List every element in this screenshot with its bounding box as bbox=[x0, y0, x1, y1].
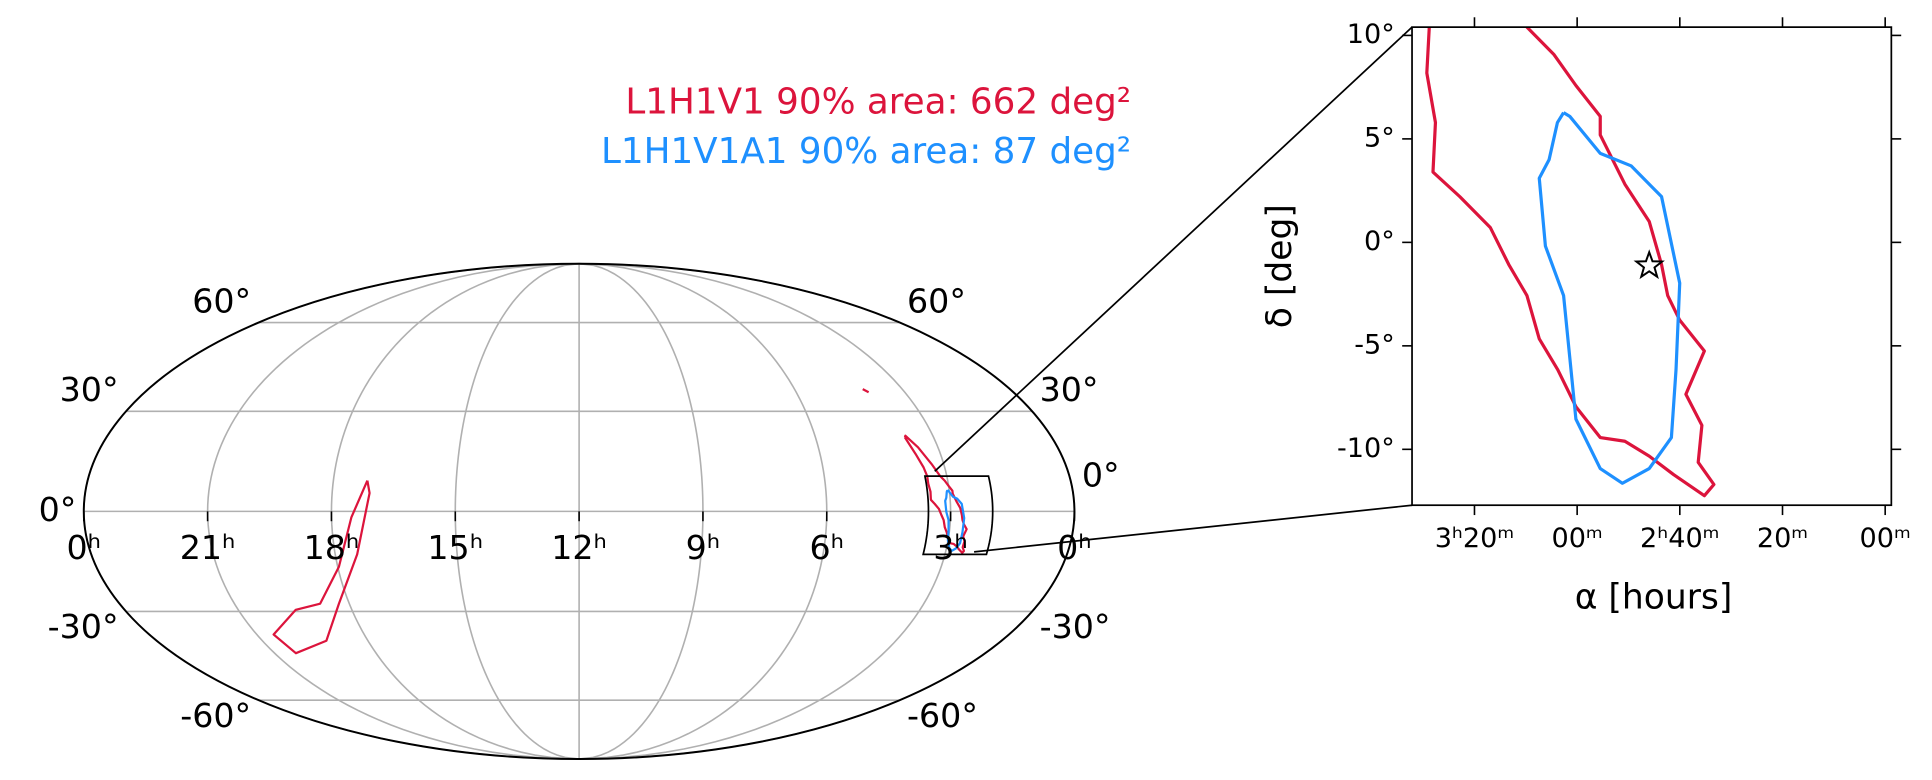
y-tick-label: 0° bbox=[1364, 226, 1395, 257]
zoom-link bbox=[934, 26, 1413, 472]
y-tick-label: -10° bbox=[1337, 433, 1395, 464]
y-tick-label: 10° bbox=[1347, 19, 1395, 50]
dec-tick-label-right: 30° bbox=[1040, 370, 1099, 409]
dec-tick-label-left: -60° bbox=[180, 696, 251, 735]
star-marker bbox=[1633, 249, 1665, 280]
x-tick-label: 2ʰ40ᵐ bbox=[1640, 523, 1720, 554]
dec-tick-label-right: -30° bbox=[1040, 607, 1111, 646]
y-axis-label: δ [deg] bbox=[1260, 204, 1300, 328]
legend: L1H1V1 90% area: 662 deg² L1H1V1A1 90% ar… bbox=[601, 82, 1131, 172]
ra-tick-label: 9ʰ bbox=[686, 528, 721, 567]
dec-tick-label-right: 60° bbox=[907, 281, 966, 320]
zoom-links bbox=[922, 26, 1413, 556]
ra-tick-label: 6ʰ bbox=[809, 528, 844, 567]
legend-entry: L1H1V1A1 90% area: 87 deg² bbox=[601, 131, 1131, 172]
sky-labels: 0ʰ 21ʰ 18ʰ 15ʰ 12ʰ 9ʰ 6ʰ 3ʰ 0ʰ -60° -60° -30° -30° 0°… bbox=[39, 281, 1120, 735]
x-tick-label: 3ʰ20ᵐ bbox=[1435, 523, 1515, 554]
legend-entry: L1H1V1 90% area: 662 deg² bbox=[625, 82, 1131, 123]
sky-contour bbox=[944, 489, 966, 552]
sky-contours bbox=[272, 388, 968, 655]
x-tick-label: 20ᵐ bbox=[1757, 523, 1808, 554]
dec-tick-label-right: -60° bbox=[907, 696, 978, 735]
inset-contour bbox=[1537, 111, 1682, 485]
zoom-box bbox=[922, 475, 994, 556]
y-tick-label: -5° bbox=[1354, 329, 1395, 360]
x-tick-label: 00ᵐ bbox=[1859, 523, 1910, 554]
sky-contour bbox=[272, 388, 968, 655]
dec-tick-label-left: 60° bbox=[192, 281, 251, 320]
dec-tick-label-left: -30° bbox=[48, 607, 119, 646]
inset-contours bbox=[1425, 27, 1716, 498]
zoom-link bbox=[974, 504, 1413, 553]
ra-tick-label: 3ʰ bbox=[933, 528, 968, 567]
dec-tick-label-left: 0° bbox=[39, 490, 77, 529]
ra-tick-label: 15ʰ bbox=[427, 528, 483, 567]
ra-tick-label: 0ʰ bbox=[66, 528, 101, 567]
ra-tick-label: 12ʰ bbox=[551, 528, 607, 567]
ra-tick-label: 18ʰ bbox=[304, 528, 360, 567]
x-axis-label: α [hours] bbox=[1575, 577, 1733, 617]
inset-contour bbox=[1425, 27, 1716, 498]
y-tick-label: 5° bbox=[1364, 122, 1395, 153]
dec-tick-label-right: 0° bbox=[1082, 455, 1120, 494]
inset-frame bbox=[1411, 26, 1893, 507]
dec-tick-label-left: 30° bbox=[60, 370, 119, 409]
ra-tick-label: 21ʰ bbox=[180, 528, 236, 567]
inset-axes: 3ʰ20ᵐ 00ᵐ 2ʰ40ᵐ 20ᵐ 00ᵐ 10° 5° 0° -5° -10° bbox=[1337, 17, 1911, 554]
x-tick-label: 00ᵐ bbox=[1551, 523, 1602, 554]
ra-tick-label: 0ʰ bbox=[1057, 528, 1092, 567]
